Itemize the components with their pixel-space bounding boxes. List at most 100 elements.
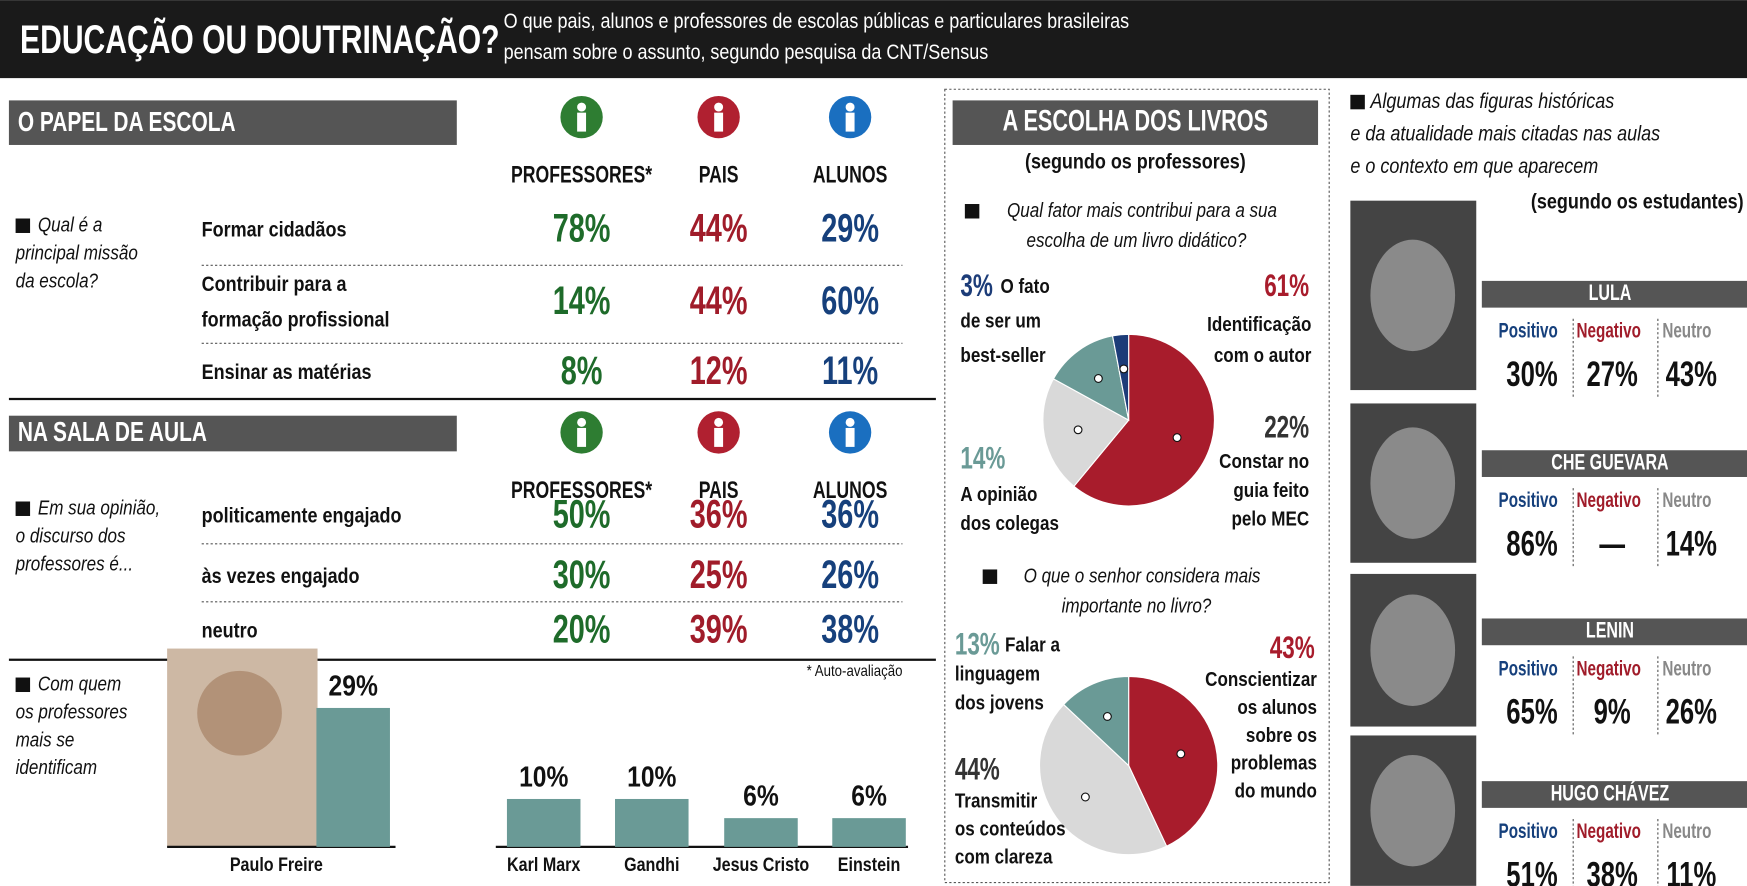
label: 30% bbox=[553, 552, 611, 597]
label: Jesus Cristo bbox=[713, 854, 810, 876]
label: às vezes engajado bbox=[202, 565, 360, 589]
label: Einstein bbox=[838, 854, 901, 876]
label: os professores bbox=[16, 700, 128, 723]
label: 61% bbox=[1264, 267, 1309, 303]
label: 6% bbox=[851, 780, 887, 812]
label: 36% bbox=[821, 492, 879, 537]
label: pensam sobre o assunto, segundo pesquisa… bbox=[504, 41, 989, 65]
label: 8% bbox=[561, 348, 603, 393]
label: 50% bbox=[553, 492, 611, 537]
label: 86% bbox=[1506, 523, 1557, 563]
slice-dot bbox=[1081, 793, 1089, 801]
label: LULA bbox=[1589, 281, 1632, 306]
bullet bbox=[16, 678, 30, 692]
label: neutro bbox=[202, 619, 258, 643]
label: Positivo bbox=[1499, 488, 1558, 512]
label: Identificação bbox=[1207, 312, 1311, 335]
bullet bbox=[16, 218, 30, 232]
label: os conteúdos bbox=[955, 817, 1066, 840]
label: sobre os bbox=[1246, 724, 1317, 747]
label: EDUCAÇÃO OU DOUTRINAÇÃO? bbox=[20, 17, 499, 62]
icon bbox=[714, 103, 723, 112]
photo bbox=[1370, 240, 1455, 351]
label: 13% bbox=[955, 626, 1000, 662]
icon bbox=[577, 428, 586, 447]
label: 10% bbox=[627, 761, 676, 793]
label: Positivo bbox=[1499, 656, 1558, 680]
label: Falar a bbox=[1005, 633, 1061, 656]
label: Em sua opinião, bbox=[38, 496, 160, 519]
icon bbox=[577, 103, 586, 112]
label: Negativo bbox=[1577, 318, 1641, 342]
icon bbox=[846, 428, 855, 447]
bar bbox=[316, 708, 390, 847]
label: identificam bbox=[16, 756, 97, 779]
label: O fato bbox=[1001, 275, 1050, 298]
label: ALUNOS bbox=[813, 161, 887, 189]
label: problemas bbox=[1231, 751, 1317, 774]
label: mais se bbox=[16, 728, 75, 751]
icon bbox=[714, 418, 723, 427]
label: 43% bbox=[1666, 354, 1717, 394]
label: 11% bbox=[1666, 854, 1716, 886]
label: 10% bbox=[519, 761, 568, 793]
label: LENIN bbox=[1586, 618, 1634, 643]
label: NA SALA DE AULA bbox=[18, 417, 207, 448]
icon bbox=[714, 113, 723, 132]
label: 36% bbox=[690, 492, 748, 537]
label: Algumas das figuras históricas bbox=[1369, 90, 1614, 114]
bullet bbox=[1350, 95, 1364, 109]
bar bbox=[724, 818, 798, 847]
label: PAIS bbox=[699, 161, 739, 189]
label: 51% bbox=[1506, 854, 1557, 886]
bullet bbox=[983, 569, 997, 583]
label: A opinião bbox=[960, 483, 1037, 506]
label: formação profissional bbox=[202, 308, 390, 332]
label: escolha de um livro didático? bbox=[1027, 229, 1247, 252]
label: 78% bbox=[553, 206, 611, 251]
label: Neutro bbox=[1662, 318, 1711, 342]
label: Neutro bbox=[1662, 818, 1711, 842]
photo bbox=[1370, 427, 1455, 538]
label: guia feito bbox=[1233, 478, 1309, 501]
label: 60% bbox=[821, 278, 879, 323]
label: 38% bbox=[1587, 854, 1638, 886]
label: dos colegas bbox=[960, 512, 1059, 535]
label: linguagem bbox=[955, 662, 1040, 685]
label: 12% bbox=[690, 348, 748, 393]
label: principal missão bbox=[15, 241, 138, 264]
slice-dot bbox=[1104, 713, 1112, 721]
label: (segundo os professores) bbox=[1025, 150, 1246, 174]
photo bbox=[197, 671, 282, 756]
icon bbox=[846, 113, 855, 132]
label: pelo MEC bbox=[1231, 507, 1309, 530]
label: 30% bbox=[1506, 354, 1557, 394]
label: Gandhi bbox=[624, 854, 679, 876]
icon bbox=[577, 418, 586, 427]
label: 14% bbox=[1666, 523, 1717, 563]
icon bbox=[846, 103, 855, 112]
slice-dot bbox=[1120, 365, 1128, 373]
label: com o autor bbox=[1214, 344, 1312, 367]
label: Transmitir bbox=[955, 789, 1037, 812]
label: Qual fator mais contribui para a sua bbox=[1007, 199, 1277, 222]
icon bbox=[846, 418, 855, 427]
label: 27% bbox=[1587, 354, 1638, 394]
label: Negativo bbox=[1577, 818, 1641, 842]
bar bbox=[507, 799, 581, 847]
label: 3% bbox=[960, 267, 992, 303]
label: dos jovens bbox=[955, 691, 1044, 714]
label: 38% bbox=[821, 607, 879, 652]
slice-dot bbox=[1074, 426, 1082, 434]
label: 14% bbox=[553, 278, 611, 323]
label: Ensinar as matérias bbox=[202, 361, 372, 385]
infographic: EDUCAÇÃO OU DOUTRINAÇÃO?O que pais, alun… bbox=[0, 0, 1747, 886]
icon bbox=[714, 428, 723, 447]
label: Negativo bbox=[1577, 656, 1641, 680]
label: 14% bbox=[960, 440, 1005, 476]
label: Karl Marx bbox=[507, 854, 581, 876]
label: Positivo bbox=[1499, 318, 1558, 342]
label: 26% bbox=[821, 552, 879, 597]
label: Qual é a bbox=[38, 213, 102, 236]
label: HUGO CHÁVEZ bbox=[1551, 780, 1670, 806]
